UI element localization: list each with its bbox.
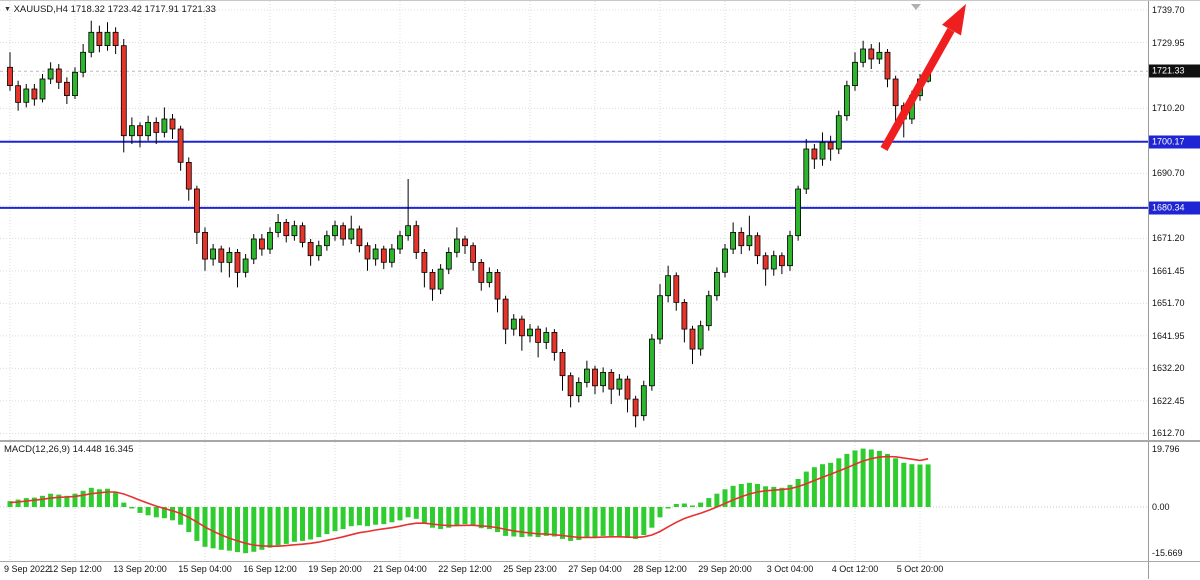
macd-grid [9,442,921,561]
macd-panel: MACD(12,26,9) 14.448 16.345 19.796 0.00 -1… [0,442,1200,562]
price-tick-label: 1671.20 [1152,233,1185,244]
price-tick-label: 1661.45 [1152,265,1185,276]
price-tick-label: 1690.70 [1152,168,1185,179]
candles [7,20,931,428]
macd-signal-value: 16.345 [104,444,134,455]
symbol-timeframe: XAUUSD,H4 [13,4,68,15]
time-label: 9 Sep 2022 [4,564,51,574]
price-tick-label: 1622.45 [1152,395,1185,406]
time-label: 3 Oct 04:00 [766,564,814,574]
hline-price-tag: 1680.34 [1149,201,1200,215]
hline-price-tag: 1700.17 [1149,135,1200,149]
time-label: 27 Sep 04:00 [568,564,622,574]
price-axis[interactable]: 1739.70 1729.95 1710.20 1690.70 1671.20 1661.… [1148,1,1200,440]
time-label: 16 Sep 12:00 [243,564,297,574]
price-tick-label: 1739.70 [1152,5,1185,15]
price-tick-label: 1632.20 [1152,363,1185,374]
macd-axis[interactable]: 19.796 0.00 -15.669 [1148,442,1200,561]
price-tick-label: 1729.95 [1152,37,1185,48]
macd-tick-label: -15.669 [1152,548,1183,559]
axis-corner [1148,562,1200,579]
time-label: 22 Sep 12:00 [438,564,492,574]
ohlc-values: 1718.32 1723.42 1717.91 1721.33 [70,4,216,15]
macd-canvas[interactable] [0,442,1148,561]
grid [0,1,1148,441]
macd-tick-label: 0.00 [1152,502,1170,512]
time-label: 28 Sep 12:00 [633,564,687,574]
price-tick-label: 1651.70 [1152,298,1185,309]
time-label: 13 Sep 20:00 [113,564,167,574]
macd-tick-label: 19.796 [1152,443,1180,454]
time-label: 12 Sep 12:00 [48,564,102,574]
macd-signal-line [9,455,929,547]
price-tick-label: 1710.20 [1152,103,1185,114]
price-tick-label: 1641.95 [1152,330,1185,341]
price-chart-canvas[interactable] [0,1,1148,441]
trend-arrow[interactable] [880,28,955,151]
trend-arrow-head[interactable] [942,4,966,36]
price-tick-label: 1612.70 [1152,428,1185,439]
time-label: 4 Oct 12:00 [831,564,879,574]
time-label: 19 Sep 20:00 [308,564,362,574]
time-axis[interactable]: 9 Sep 2022 12 Sep 12:00 13 Sep 20:00 15 Sep… [0,562,1200,579]
time-label: 21 Sep 04:00 [373,564,427,574]
time-label: 5 Oct 20:00 [896,564,944,574]
macd-indicator-label: MACD(12,26,9) 14.448 16.345 [4,444,133,455]
chart-shift-marker[interactable] [911,4,921,10]
chart-dropdown-icon[interactable]: ▼ [4,6,11,13]
time-label: 15 Sep 04:00 [178,564,232,574]
macd-name: MACD(12,26,9) [4,444,70,455]
symbol-ohlc-label: ▼ XAUUSD,H4 1718.32 1723.42 1717.91 1721… [4,4,216,15]
macd-main-value: 14.448 [72,444,102,455]
macd-histogram [7,448,931,554]
current-price-tag: 1721.33 [1149,64,1200,78]
time-label: 29 Sep 20:00 [698,564,752,574]
time-label: 25 Sep 23:00 [503,564,557,574]
price-chart-panel: ▼ XAUUSD,H4 1718.32 1723.42 1717.91 1721… [0,0,1200,442]
